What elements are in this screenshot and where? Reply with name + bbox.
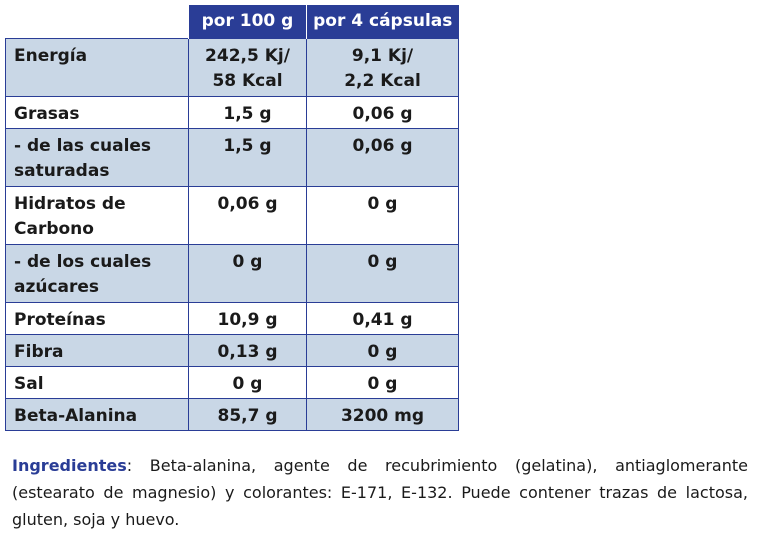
- cell-text-line: Grasas: [14, 103, 80, 124]
- table-body: Energía 242,5 Kj/58 Kcal 9,1 Kj/2,2 Kcal Gr…: [5, 37, 459, 431]
- value-per-100g-cell: 242,5 Kj/58 Kcal: [188, 37, 307, 97]
- cell-text-line: saturadas: [14, 160, 110, 181]
- cell-text-line: 242,5 Kj/: [205, 45, 290, 66]
- cell-text-line: Fibra: [14, 341, 64, 362]
- value-per-100g-cell: 1,5 g: [188, 96, 307, 129]
- cell-text-line: Sal: [14, 373, 44, 394]
- value-per-100g-cell: 10,9 g: [188, 302, 307, 335]
- table-row: - de los cuales azúcares 0 g 0 g: [5, 244, 459, 303]
- cell-text-line: 0 g: [367, 341, 398, 362]
- nutrient-name-cell: - de los cuales azúcares: [5, 244, 189, 303]
- table-row: Proteínas 10,9 g 0,41 g: [5, 302, 459, 335]
- value-per-4-capsules-cell: 0,06 g: [306, 96, 459, 129]
- table-row: Hidratos de Carbono 0,06 g 0 g: [5, 186, 459, 245]
- table-row: Grasas 1,5 g 0,06 g: [5, 96, 459, 129]
- cell-text-line: Beta-Alanina: [14, 405, 138, 426]
- value-per-100g-cell: 0,13 g: [188, 334, 307, 367]
- cell-text-line: 3200 mg: [340, 405, 425, 426]
- value-per-100g-cell: 0,06 g: [188, 186, 307, 245]
- value-per-4-capsules-cell: 0 g: [306, 366, 459, 399]
- table-header: por 100 g por 4 cápsulas: [5, 5, 459, 38]
- cell-text-line: 85,7 g: [217, 405, 278, 426]
- value-per-4-capsules-cell: 0,41 g: [306, 302, 459, 335]
- value-per-4-capsules-cell: 0 g: [306, 334, 459, 367]
- cell-text-line: Proteínas: [14, 309, 106, 330]
- table-row: Energía 242,5 Kj/58 Kcal 9,1 Kj/2,2 Kcal: [5, 37, 459, 97]
- cell-text-line: 0 g: [367, 193, 398, 214]
- nutrient-name-cell: Fibra: [5, 334, 189, 367]
- table-row: Fibra 0,13 g 0 g: [5, 334, 459, 367]
- table-row: - de las cuales saturadas 1,5 g 0,06 g: [5, 128, 459, 187]
- nutrient-name-cell: Grasas: [5, 96, 189, 129]
- cell-text-line: - de los cuales: [14, 251, 152, 272]
- value-per-4-capsules-cell: 0 g: [306, 244, 459, 303]
- nutrient-name-cell: Hidratos de Carbono: [5, 186, 189, 245]
- value-per-100g-cell: 0 g: [188, 366, 307, 399]
- cell-text-line: 0,13 g: [217, 341, 278, 362]
- cell-text-line: 9,1 Kj/: [351, 45, 414, 66]
- ingredients-label: Ingredientes: [12, 456, 127, 475]
- cell-text-line: Hidratos de: [14, 193, 126, 214]
- cell-text-line: 0,06 g: [217, 193, 278, 214]
- cell-text-line: 0,06 g: [352, 103, 413, 124]
- cell-text-line: azúcares: [14, 276, 100, 297]
- header-per-100g: por 100 g: [188, 5, 307, 38]
- cell-text-line: 0 g: [232, 251, 263, 272]
- cell-text-line: 0,41 g: [352, 309, 413, 330]
- header-per-4-capsules: por 4 cápsulas: [306, 5, 459, 38]
- nutrient-name-cell: - de las cuales saturadas: [5, 128, 189, 187]
- nutrient-name-cell: Sal: [5, 366, 189, 399]
- value-per-4-capsules-cell: 9,1 Kj/2,2 Kcal: [306, 37, 459, 97]
- cell-text-line: Carbono: [14, 218, 94, 239]
- value-per-4-capsules-cell: 0 g: [306, 186, 459, 245]
- ingredients-paragraph: Ingredientes: Beta-alanina, agente de re…: [12, 452, 748, 533]
- table-row: Sal 0 g 0 g: [5, 366, 459, 399]
- nutrient-name-cell: Beta-Alanina: [5, 398, 189, 431]
- header-blank-cell: [5, 5, 189, 38]
- cell-text-line: 10,9 g: [217, 309, 278, 330]
- cell-text-line: 0,06 g: [352, 135, 413, 156]
- cell-text-line: 0 g: [367, 251, 398, 272]
- value-per-4-capsules-cell: 0,06 g: [306, 128, 459, 187]
- nutrient-name-cell: Energía: [5, 37, 189, 97]
- nutrition-table: por 100 g por 4 cápsulas Energía 242,5 Kj…: [5, 5, 459, 431]
- cell-text-line: 1,5 g: [223, 135, 272, 156]
- cell-text-line: 1,5 g: [223, 103, 272, 124]
- value-per-100g-cell: 1,5 g: [188, 128, 307, 187]
- value-per-4-capsules-cell: 3200 mg: [306, 398, 459, 431]
- table-row: Beta-Alanina 85,7 g 3200 mg: [5, 398, 459, 431]
- cell-text-line: Energía: [14, 45, 88, 66]
- header-row: por 100 g por 4 cápsulas: [5, 5, 459, 38]
- cell-text-line: 2,2 Kcal: [344, 70, 421, 91]
- value-per-100g-cell: 0 g: [188, 244, 307, 303]
- cell-text-line: - de las cuales: [14, 135, 152, 156]
- nutrient-name-cell: Proteínas: [5, 302, 189, 335]
- cell-text-line: 58 Kcal: [212, 70, 283, 91]
- cell-text-line: 0 g: [232, 373, 263, 394]
- cell-text-line: 0 g: [367, 373, 398, 394]
- value-per-100g-cell: 85,7 g: [188, 398, 307, 431]
